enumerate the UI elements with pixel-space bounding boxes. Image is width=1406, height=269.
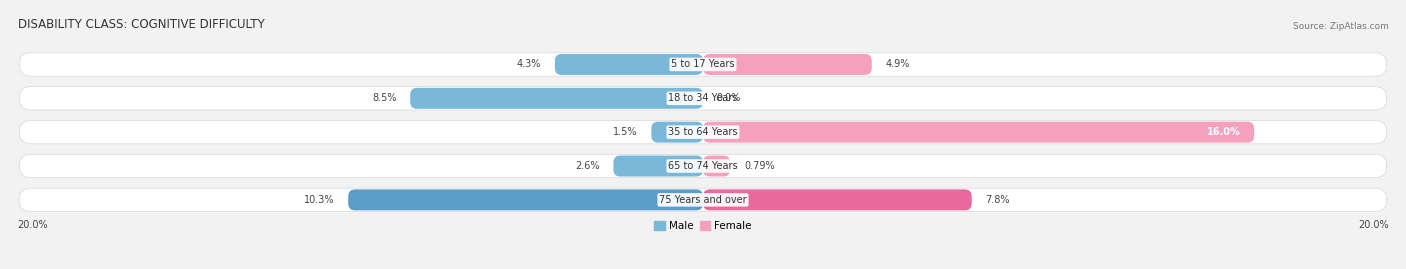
Text: 16.0%: 16.0% [1206,127,1240,137]
FancyBboxPatch shape [703,54,872,75]
Text: Source: ZipAtlas.com: Source: ZipAtlas.com [1292,22,1389,31]
FancyBboxPatch shape [20,121,1386,144]
FancyBboxPatch shape [703,155,730,176]
Text: 10.3%: 10.3% [304,195,335,205]
Text: 75 Years and over: 75 Years and over [659,195,747,205]
Text: 4.9%: 4.9% [886,59,910,69]
Text: 8.5%: 8.5% [373,93,396,103]
FancyBboxPatch shape [20,53,1386,76]
FancyBboxPatch shape [651,122,703,143]
FancyBboxPatch shape [20,87,1386,110]
Text: 20.0%: 20.0% [1358,220,1389,230]
Text: 1.5%: 1.5% [613,127,637,137]
Text: 20.0%: 20.0% [17,220,48,230]
Text: DISABILITY CLASS: COGNITIVE DIFFICULTY: DISABILITY CLASS: COGNITIVE DIFFICULTY [17,18,264,31]
Text: 4.3%: 4.3% [517,59,541,69]
FancyBboxPatch shape [411,88,703,109]
Text: 5 to 17 Years: 5 to 17 Years [671,59,735,69]
Text: 18 to 34 Years: 18 to 34 Years [668,93,738,103]
Text: 65 to 74 Years: 65 to 74 Years [668,161,738,171]
FancyBboxPatch shape [703,122,1254,143]
FancyBboxPatch shape [20,154,1386,178]
FancyBboxPatch shape [613,155,703,176]
Text: 2.6%: 2.6% [575,161,599,171]
Text: 0.0%: 0.0% [717,93,741,103]
FancyBboxPatch shape [555,54,703,75]
Text: 35 to 64 Years: 35 to 64 Years [668,127,738,137]
FancyBboxPatch shape [20,188,1386,211]
Text: 0.79%: 0.79% [744,161,775,171]
Legend: Male, Female: Male, Female [650,217,756,235]
FancyBboxPatch shape [703,189,972,210]
Text: 7.8%: 7.8% [986,195,1010,205]
FancyBboxPatch shape [349,189,703,210]
